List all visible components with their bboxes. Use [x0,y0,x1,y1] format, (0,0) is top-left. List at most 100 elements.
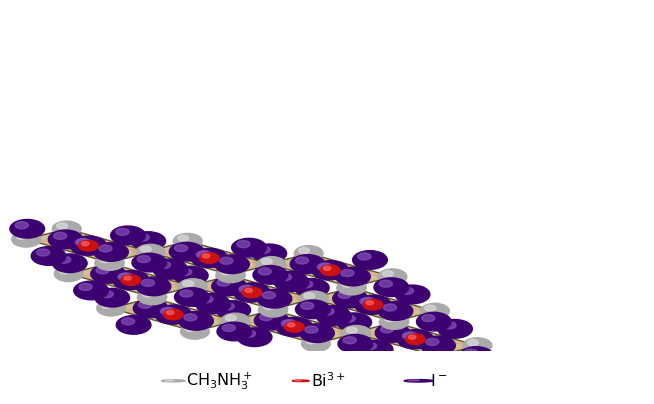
Circle shape [245,288,252,292]
Circle shape [417,312,451,331]
Circle shape [242,287,262,298]
Circle shape [153,261,188,279]
Circle shape [165,380,174,381]
Circle shape [243,330,256,337]
Circle shape [264,303,274,309]
Circle shape [232,238,266,257]
Circle shape [155,305,190,324]
Circle shape [157,305,192,324]
Circle shape [141,279,154,286]
Circle shape [158,261,171,268]
Circle shape [116,228,129,236]
Circle shape [160,308,173,315]
Circle shape [175,245,188,252]
Polygon shape [26,229,150,263]
Circle shape [383,304,396,311]
Circle shape [317,307,351,326]
Circle shape [317,263,330,271]
Circle shape [343,327,354,333]
Circle shape [74,281,109,300]
Circle shape [136,234,149,241]
Circle shape [216,268,245,283]
Circle shape [400,287,413,295]
Circle shape [294,278,329,297]
Circle shape [258,268,271,275]
Circle shape [198,251,211,258]
Circle shape [425,305,436,311]
Circle shape [306,338,317,344]
Circle shape [79,283,92,290]
Circle shape [95,255,124,270]
Circle shape [292,380,309,381]
Circle shape [337,280,366,296]
Circle shape [341,282,352,288]
Circle shape [173,234,202,249]
Circle shape [323,266,331,270]
Circle shape [152,259,187,278]
Circle shape [99,245,112,252]
Circle shape [185,326,196,331]
Circle shape [70,237,105,255]
Polygon shape [111,298,235,331]
Circle shape [96,267,109,274]
Circle shape [296,257,309,264]
Circle shape [220,257,233,264]
Circle shape [300,281,313,288]
Text: Bi$^{3+}$: Bi$^{3+}$ [311,371,346,390]
Circle shape [196,295,230,314]
Circle shape [132,253,167,272]
Circle shape [301,292,311,299]
Circle shape [120,273,133,280]
Circle shape [196,251,209,258]
Circle shape [273,271,308,290]
Circle shape [274,273,309,291]
Circle shape [338,291,351,299]
Circle shape [305,326,318,333]
Circle shape [426,339,439,345]
Circle shape [166,311,174,315]
Circle shape [463,338,492,353]
Circle shape [422,315,435,322]
Circle shape [218,313,247,328]
Circle shape [203,254,210,258]
Circle shape [381,326,394,333]
Circle shape [200,296,213,303]
Circle shape [257,257,286,272]
Circle shape [301,336,330,351]
Circle shape [358,340,393,359]
Circle shape [262,259,272,264]
Circle shape [404,380,433,382]
Circle shape [314,261,349,280]
Circle shape [112,271,147,290]
Circle shape [385,316,395,322]
Circle shape [290,255,325,274]
Circle shape [262,292,275,299]
Circle shape [175,288,209,306]
Circle shape [252,244,286,263]
Circle shape [468,340,478,345]
Circle shape [301,302,314,309]
Circle shape [99,257,110,263]
Circle shape [342,326,371,341]
Circle shape [201,297,214,304]
Circle shape [94,243,128,261]
Circle shape [257,246,270,253]
Circle shape [421,303,449,319]
Circle shape [408,335,416,339]
Circle shape [220,270,231,276]
Circle shape [237,328,272,347]
Circle shape [178,235,188,241]
Circle shape [343,337,356,344]
Circle shape [254,311,289,330]
Circle shape [179,311,213,330]
Circle shape [294,246,323,261]
Circle shape [405,334,425,345]
Circle shape [100,257,111,263]
Circle shape [100,290,113,298]
Circle shape [97,301,126,316]
Circle shape [300,324,334,343]
Circle shape [333,289,368,308]
Circle shape [31,247,66,265]
Circle shape [54,232,67,240]
Circle shape [143,291,153,297]
